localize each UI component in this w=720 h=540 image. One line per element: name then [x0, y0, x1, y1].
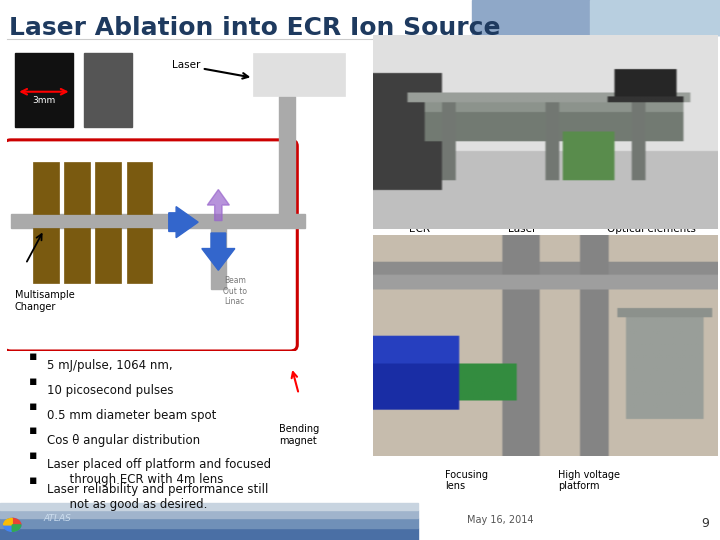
Text: High voltage
platform: High voltage platform [558, 470, 620, 491]
Text: Optical elements: Optical elements [607, 224, 696, 234]
Bar [64, 228, 90, 283]
Text: Laser reliability and performance still
      not as good as desired.: Laser reliability and performance still … [47, 483, 268, 511]
Text: Laser placed off platform and focused
      through ECR with 4m lens: Laser placed off platform and focused th… [47, 458, 271, 487]
Bar [0, 528, 418, 540]
Bar [127, 228, 152, 283]
FancyArrow shape [207, 190, 230, 221]
Bar [14, 53, 73, 127]
Bar [472, 0, 720, 35]
Text: 10 picosecond pulses: 10 picosecond pulses [47, 384, 174, 397]
Text: Multisample
Changer: Multisample Changer [14, 291, 74, 312]
Wedge shape [4, 518, 12, 525]
Bar [211, 228, 225, 289]
Bar [0, 510, 418, 518]
Text: 9: 9 [701, 517, 709, 530]
Bar [127, 161, 152, 214]
Bar [95, 228, 121, 283]
Text: ▪: ▪ [29, 424, 37, 437]
Text: 3mm: 3mm [32, 96, 55, 105]
Text: Bending
magnet: Bending magnet [279, 424, 320, 446]
Text: ECR: ECR [409, 224, 430, 234]
FancyArrow shape [202, 233, 235, 270]
Text: Laser: Laser [508, 224, 536, 234]
Bar [253, 53, 345, 97]
Text: 5 mJ/pulse, 1064 nm,: 5 mJ/pulse, 1064 nm, [47, 359, 172, 372]
Text: ▪: ▪ [29, 474, 37, 487]
Text: May 16, 2014: May 16, 2014 [467, 515, 533, 525]
Bar [11, 214, 305, 228]
Circle shape [4, 518, 21, 531]
FancyArrow shape [168, 207, 198, 238]
Text: Focusing
lens: Focusing lens [445, 470, 488, 491]
Bar [590, 0, 720, 35]
Text: Beam
Out to
Linac: Beam Out to Linac [223, 276, 247, 306]
Text: ▪: ▪ [29, 400, 37, 413]
Text: ▪: ▪ [29, 350, 37, 363]
Text: Laser: Laser [173, 60, 201, 70]
Wedge shape [12, 525, 21, 531]
Text: ▪: ▪ [29, 449, 37, 462]
Text: ▪: ▪ [29, 375, 37, 388]
Text: 0.5 mm diameter beam spot: 0.5 mm diameter beam spot [47, 409, 216, 422]
Bar [64, 161, 90, 214]
Wedge shape [12, 518, 21, 525]
Text: Cos θ angular distribution: Cos θ angular distribution [47, 434, 200, 447]
Bar [279, 97, 295, 221]
Bar [0, 503, 418, 510]
Bar [84, 53, 132, 127]
Bar [95, 161, 121, 214]
Text: Laser Ablation into ECR Ion Source: Laser Ablation into ECR Ion Source [9, 16, 500, 40]
Text: ATLAS: ATLAS [43, 514, 71, 523]
Bar [33, 161, 58, 214]
Bar [33, 228, 58, 283]
FancyBboxPatch shape [4, 140, 297, 351]
Bar [0, 518, 418, 528]
